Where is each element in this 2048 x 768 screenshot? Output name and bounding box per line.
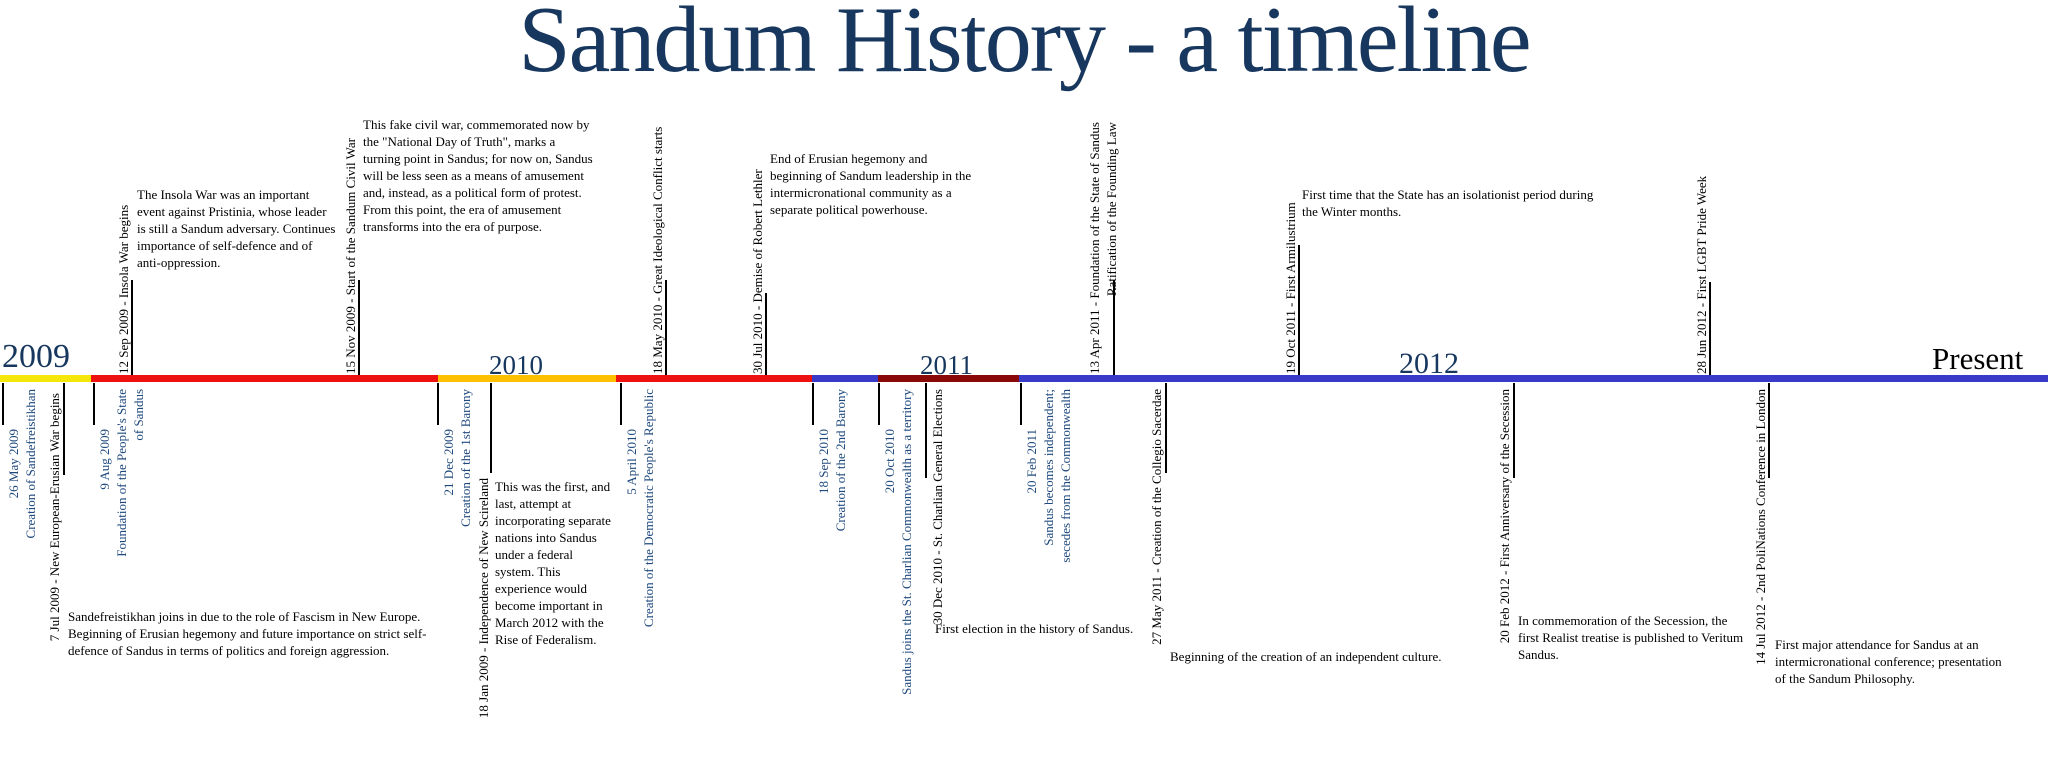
event-tick [1709,282,1711,375]
event-label: Creation of the Democratic People's Repu… [641,389,656,628]
event-label: 15 Nov 2009 - Start of the Sandum Civil … [343,138,358,374]
year-label: 2009 [2,338,70,375]
event-label: 20 Feb 2012 - First Anniversary of the S… [1497,389,1512,644]
event-description: First time that the State has an isolati… [1302,187,1594,219]
year-label: Present [1932,341,2024,376]
event-tick [2,383,4,425]
event-description: Beginning of the creation of an independ… [1170,649,1442,664]
event-date-label: 20 Oct 2010 [882,429,897,494]
event-tick [437,383,439,425]
event-tick [358,280,360,375]
event-label: 18 May 2010 - Great Ideological Conflict… [650,126,665,374]
event-label: Creation of the 2nd Barony [833,389,848,532]
event-tick [665,280,667,375]
event-tick [93,383,95,425]
event-label: Creation of Sandefreistikhan [23,389,38,539]
event-date-label: 9 Aug 2009 [97,429,112,490]
event-tick [1768,383,1770,478]
event-tick [490,383,492,473]
event-label: 14 Jul 2012 - 2nd PoliNations Conference… [1753,389,1768,665]
event-tick [812,383,814,425]
event-description: The Insola War was an important event ag… [137,187,336,270]
event-tick [1020,383,1022,425]
event-date-label: 20 Feb 2011 [1024,429,1039,494]
bar-segment [616,375,812,382]
bar-segment [878,375,1019,382]
event-description: Sandefreistikhan joins in due to the rol… [68,609,427,658]
event-tick [1513,383,1515,478]
event-label: Foundation of the People's State of Sand… [114,389,146,557]
event-tick [1298,245,1300,375]
event-label: 19 Oct 2011 - First Armilustrium [1283,202,1298,374]
event-tick [878,383,880,425]
event-description: First election in the history of Sandus. [935,621,1134,636]
event-label: Sandus becomes independent; secedes from… [1041,389,1073,563]
event-label: 27 May 2011 - Creation of the Collegio S… [1149,389,1164,645]
event-description: This was the first, and last, attempt at… [495,479,611,647]
event-tick [63,383,65,475]
bar-segment [438,375,616,382]
bar-segment [91,375,438,382]
event-label: 30 Dec 2010 - St. Charlian General Elect… [930,389,945,625]
event-date-label: 5 April 2010 [624,429,639,495]
event-tick [620,383,622,425]
year-label: 2011 [920,350,973,380]
event-label: Creation of the 1st Barony [458,389,473,527]
bar-segment [1019,375,2048,382]
event-description: This fake civil war, commemorated now by… [363,117,593,234]
event-tick [1113,280,1115,375]
event-description: In commemoration of the Secession, the f… [1518,613,1744,662]
page-title: Sandum History - a timeline [518,0,1531,92]
event-label: Sandus joins the St. Charlian Commonweal… [899,389,914,695]
event-description: First major attendance for Sandus at an … [1775,637,2002,686]
event-description: End of Erusian hegemony and beginning of… [770,151,972,217]
bar-segment [812,375,878,382]
event-tick [131,280,133,375]
event-label: 7 Jul 2009 - New European-Erusian War be… [47,393,62,642]
event-tick [1165,383,1167,473]
event-label: 28 Jun 2012 - First LGBT Pride Week [1694,175,1709,374]
year-label: 2010 [489,350,543,380]
event-label: 12 Sep 2009 - Insola War begins [116,204,131,374]
event-label: 18 Jan 2009 - Independence of New Scirel… [476,478,491,719]
event-date-label: 18 Sep 2010 [816,429,831,494]
event-tick [925,383,927,478]
event-label: 13 Apr 2011 - Foundation of the State of… [1087,122,1119,374]
event-date-label: 21 Dec 2009 [441,429,456,496]
bar-segment [0,375,91,382]
event-tick [765,293,767,375]
event-label: 30 Jul 2010 - Demise of Robert Lethler [750,169,765,374]
event-date-label: 26 May 2009 [6,429,21,499]
year-label: 2012 [1399,347,1459,380]
